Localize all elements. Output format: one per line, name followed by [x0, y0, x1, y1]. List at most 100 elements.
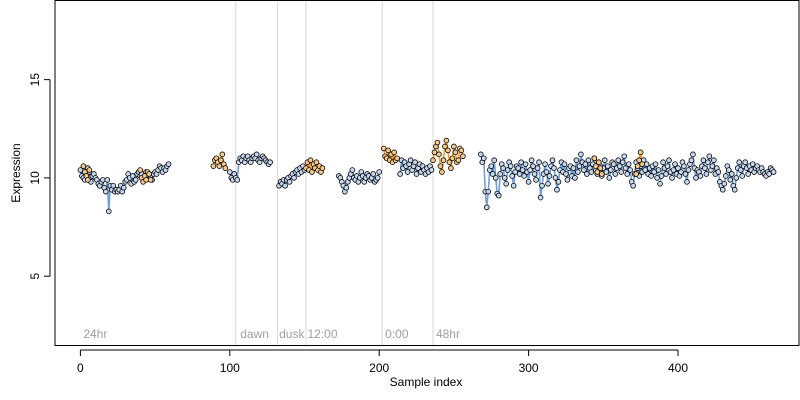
blue-data-point [105, 208, 112, 215]
blue-data-point [501, 175, 508, 181]
blue-data-point [709, 163, 716, 169]
blue-data-point [654, 175, 660, 181]
blue-data-point [663, 171, 669, 177]
blue-data-point [722, 173, 729, 179]
x-tick-label: 400 [668, 361, 688, 375]
blue-data-point [693, 175, 699, 181]
blue-data-point [491, 157, 498, 164]
region-label: dawn [240, 327, 269, 341]
blue-data-point [669, 175, 675, 181]
blue-data-point [619, 159, 626, 165]
blue-data-point [551, 165, 557, 171]
orange-data-point [460, 153, 466, 160]
region-separators: 24hr dawn dusk 12:00 0:00 48hr [83, 1, 460, 345]
orange-data-point [442, 143, 448, 150]
blue-data-point [497, 171, 504, 177]
blue-data-point [603, 169, 610, 175]
blue-data-point [664, 163, 671, 169]
blue-data-point [672, 161, 678, 167]
region-label: 12:00 [307, 327, 337, 341]
blue-data-point [549, 157, 556, 164]
orange-data-point [451, 143, 457, 150]
blue-data-point [539, 182, 545, 189]
blue-data-point [584, 171, 590, 177]
region-label: 24hr [83, 327, 107, 341]
blue-data-point [226, 169, 233, 175]
blue-data-point [407, 157, 414, 164]
blue-data-point [542, 161, 548, 167]
blue-data-point [655, 167, 662, 173]
blue-data-point [648, 173, 654, 179]
blue-data-point [739, 173, 746, 179]
blue-data-point [697, 173, 704, 179]
blue-data-point [531, 171, 538, 177]
x-tick-label: 100 [220, 361, 240, 375]
blue-data-point [621, 153, 628, 160]
blue-data-point [412, 159, 418, 165]
blue-data-point [728, 171, 735, 177]
blue-data-point [518, 159, 524, 165]
blue-data-point [564, 177, 571, 183]
orange-data-point [455, 157, 462, 164]
blue-data-point [572, 175, 578, 181]
blue-data-point [282, 182, 288, 189]
blue-data-point [575, 169, 581, 175]
blue-data-point [652, 161, 659, 167]
blue-data-point [585, 157, 592, 164]
x-tick-label: 200 [369, 361, 389, 375]
x-tick-label: 0 [77, 361, 84, 375]
blue-data-point [721, 181, 728, 187]
blue-data-point [742, 159, 749, 165]
blue-data-point [651, 169, 657, 175]
orange-data-point [443, 137, 450, 144]
blue-data-point [509, 173, 515, 179]
orange-data-point [594, 169, 601, 175]
region-label: dusk [279, 327, 305, 341]
blue-data-point [612, 171, 619, 177]
blue-data-point [546, 173, 553, 179]
blue-data-point [684, 179, 690, 185]
blue-data-point [627, 167, 633, 173]
blue-data-point [552, 175, 559, 181]
blue-data-point [578, 151, 584, 158]
blue-data-point [485, 188, 492, 195]
region-label: 48hr [436, 327, 460, 341]
x-axis: 0 100 200 300 400 [77, 349, 688, 375]
blue-data-point [545, 181, 551, 187]
blue-data-point [736, 159, 743, 165]
orange-data-point [86, 167, 93, 173]
blue-data-point [705, 159, 711, 165]
blue-data-point [477, 151, 484, 158]
blue-data-point [625, 161, 632, 167]
blue-data-point [413, 171, 420, 177]
orange-data-point [636, 157, 642, 164]
orange-data-point [309, 169, 315, 175]
blue-data-point [615, 157, 622, 164]
blue-data-point [507, 163, 514, 169]
y-axis-title: Expression [9, 143, 23, 202]
blue-data-point [576, 163, 583, 169]
blue-data-point [702, 165, 708, 171]
blue-data-point [678, 169, 684, 175]
blue-data-point [733, 175, 740, 181]
blue-data-point [745, 171, 752, 177]
blue-data-point [573, 157, 580, 164]
orange-data-point [210, 163, 217, 169]
blue-data-point [104, 177, 111, 183]
y-tick-label: 5 [28, 273, 42, 280]
blue-data-point [770, 169, 777, 175]
blue-data-point [766, 171, 772, 177]
blue-data-point [500, 165, 506, 171]
blue-data-point [537, 194, 544, 201]
blue-data-point [132, 177, 139, 183]
orange-data-point [440, 157, 447, 164]
blue-data-point [165, 161, 172, 167]
orange-data-point [439, 169, 445, 175]
blue-data-point [690, 151, 696, 158]
blue-data-point [555, 179, 562, 185]
blue-data-point [581, 167, 587, 173]
orange-data-point [147, 177, 154, 183]
blue-data-point [561, 161, 568, 167]
blue-data-point [521, 173, 527, 179]
